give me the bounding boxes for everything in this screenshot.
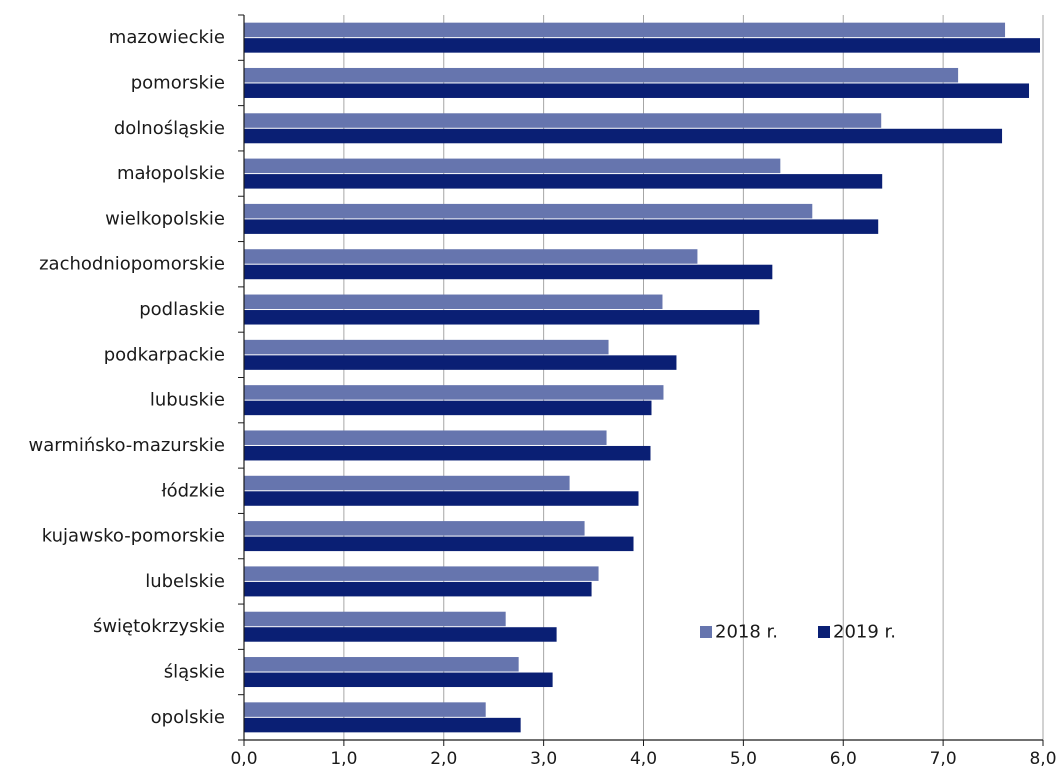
bar-2018 (244, 611, 506, 627)
legend-swatch (700, 626, 712, 638)
x-tick-label: 4,0 (630, 749, 657, 769)
category-label: mazowieckie (109, 27, 225, 48)
x-tick-label: 3,0 (530, 749, 557, 769)
category-label: warmińsko-mazurskie (29, 435, 225, 456)
bar-2019 (244, 581, 592, 597)
bar-2018 (244, 566, 599, 581)
x-tick-label: 8,0 (1029, 749, 1056, 769)
bar-2019 (244, 83, 1030, 98)
x-tick-label: 0,0 (230, 749, 257, 769)
bar-2018 (244, 294, 663, 310)
bar-2019 (244, 445, 651, 461)
bar-2019 (244, 491, 639, 506)
category-label: pomorskie (131, 72, 225, 93)
bar-2018 (244, 657, 519, 672)
bar-2019 (244, 38, 1041, 53)
legend-label: 2018 r. (715, 622, 778, 643)
category-label: podlaskie (139, 299, 225, 320)
x-tick-label: 2,0 (430, 749, 457, 769)
bar-2019 (244, 310, 760, 325)
bar-2018 (244, 22, 1006, 38)
category-label: wielkopolskie (105, 208, 225, 229)
bar-2019 (244, 672, 553, 688)
category-label: lubelskie (145, 571, 225, 592)
bar-2019 (244, 717, 521, 733)
bar-2018 (244, 67, 959, 83)
y-axis-labels: mazowieckie pomorskie dolnośląskie małopols… (29, 14, 244, 741)
bar-2019 (244, 627, 557, 642)
category-label: opolskie (151, 707, 225, 728)
legend-label: 2019 r. (833, 622, 896, 643)
x-tick-label: 1,0 (330, 749, 357, 769)
bar-2019 (244, 400, 652, 416)
bar-2018 (244, 430, 607, 445)
category-label: lubuskie (150, 390, 225, 411)
bar-2018 (244, 475, 570, 491)
bar-2019 (244, 128, 1003, 144)
bar-2018 (244, 339, 609, 355)
bar-2018 (244, 385, 664, 400)
bar-2019 (244, 174, 883, 189)
bar-2018 (244, 203, 813, 219)
category-label: kujawsko-pomorskie (42, 526, 225, 547)
bar-2019 (244, 219, 879, 234)
x-tick-label: 6,0 (830, 749, 857, 769)
bar-2019 (244, 536, 634, 552)
category-label: zachodniopomorskie (39, 254, 225, 275)
bar-2018 (244, 113, 882, 128)
x-tick-label: 5,0 (730, 749, 757, 769)
bar-2018 (244, 521, 585, 536)
category-label: śląskie (164, 662, 225, 683)
legend-swatch (818, 626, 830, 638)
category-label: łódzkie (161, 480, 225, 501)
bar-2018 (244, 158, 781, 174)
category-label: świętokrzyskie (93, 616, 225, 637)
category-label: podkarpackie (104, 344, 225, 365)
category-label: dolnośląskie (114, 118, 225, 139)
bars (244, 22, 1041, 733)
legend: 2018 r. 2019 r. (700, 622, 896, 643)
x-axis-labels: 0,0 1,0 2,0 3,0 4,0 5,0 6,0 7,0 8,0 (230, 740, 1057, 769)
bar-2018 (244, 702, 486, 717)
category-label: małopolskie (117, 163, 225, 184)
bar-2019 (244, 264, 773, 280)
bar-2019 (244, 355, 677, 370)
x-tick-label: 7,0 (930, 749, 957, 769)
bar-2018 (244, 249, 698, 264)
